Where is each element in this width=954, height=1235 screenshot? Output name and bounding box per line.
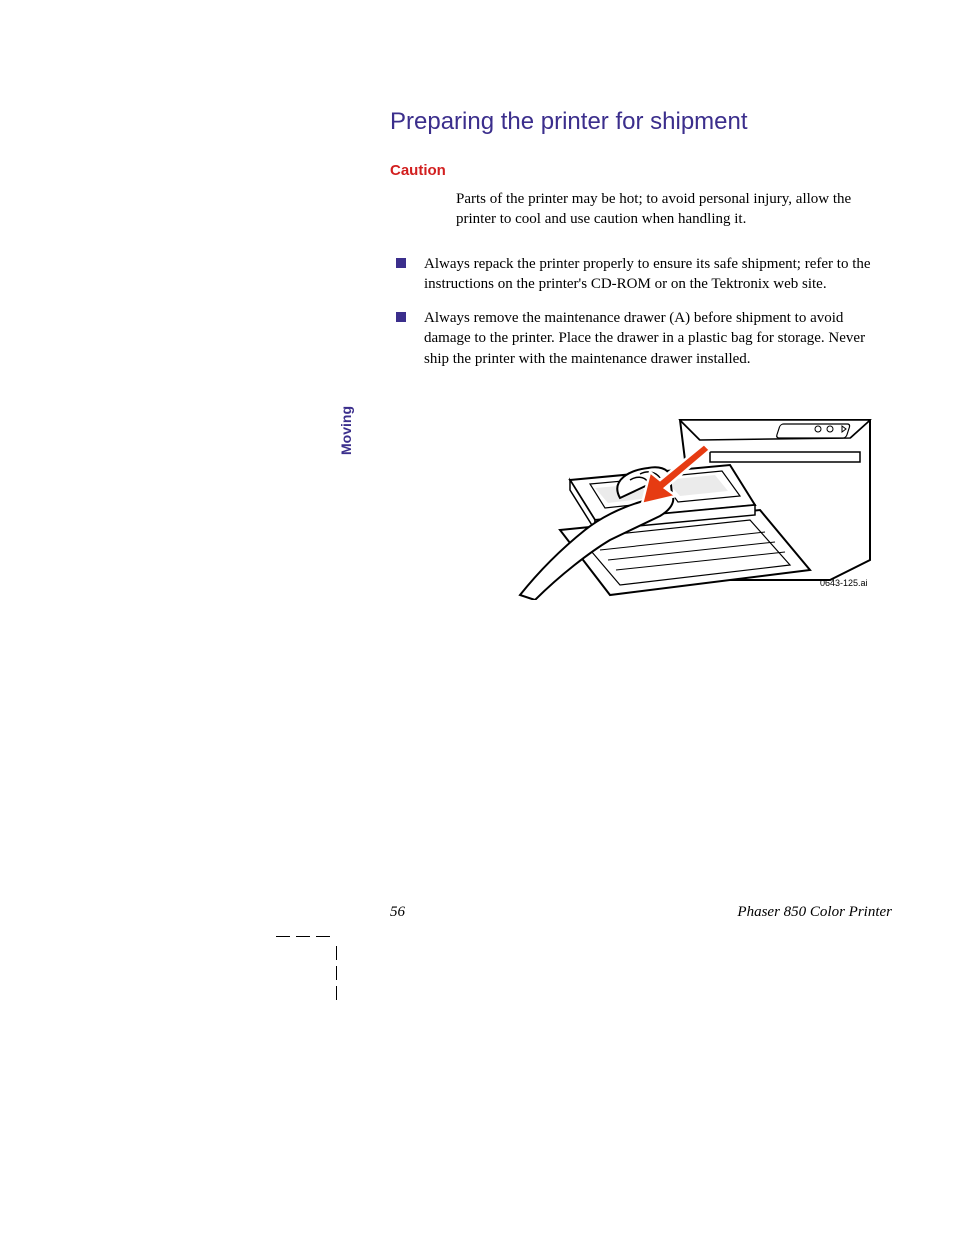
list-item: Always repack the printer properly to en… [390, 254, 890, 295]
section-heading: Preparing the printer for shipment [390, 108, 890, 136]
caution-label: Caution [390, 162, 890, 179]
caution-text: Parts of the printer may be hot; to avoi… [456, 189, 890, 230]
bullet-list: Always repack the printer properly to en… [390, 254, 890, 369]
side-tab-label: Moving [338, 406, 354, 455]
footer-doc-title: Phaser 850 Color Printer [737, 904, 892, 921]
figure-caption: 0643-125.ai [820, 578, 868, 588]
crop-mark-icon [276, 936, 346, 1006]
printer-illustration [500, 410, 890, 600]
page-number: 56 [390, 904, 405, 921]
list-item: Always remove the maintenance drawer (A)… [390, 308, 890, 369]
